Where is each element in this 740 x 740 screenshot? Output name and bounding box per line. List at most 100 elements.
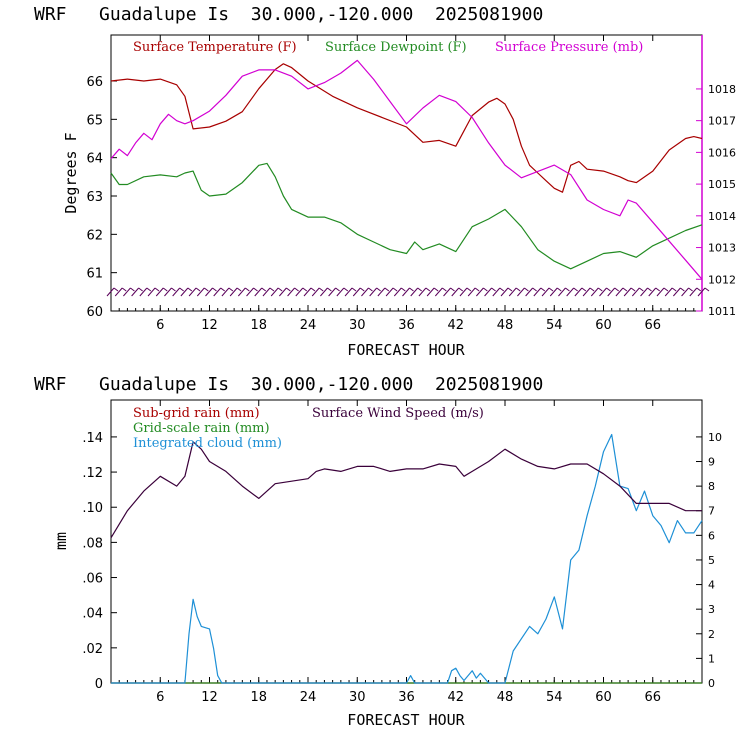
wind-barb-staff <box>221 287 230 297</box>
wind-barb-flag <box>499 287 505 292</box>
precip-panel-title: WRF Guadalupe Is 30.000,-120.000 2025081… <box>34 374 543 395</box>
wind-barb-staff <box>426 287 435 297</box>
wind-barb-staff <box>320 287 328 297</box>
wind-barb-flag <box>483 287 488 292</box>
wind-barb <box>656 287 669 297</box>
wind-barb-staff <box>377 287 386 297</box>
wind-barb-staff <box>689 287 698 297</box>
precip-y2-tick-label: 2 <box>708 628 715 641</box>
wind-barb-staff <box>106 287 115 297</box>
wind-barb <box>566 287 578 297</box>
surface-pressure-line <box>110 59 703 280</box>
wind-barb-flag <box>392 287 398 292</box>
wind-barb-flag <box>597 287 603 292</box>
wind-barb-flag <box>302 287 308 292</box>
precip-y-tick-label: .02 <box>82 642 103 657</box>
wind-barb-flag <box>162 287 168 292</box>
temperature-x-tick-label: 54 <box>546 318 563 333</box>
wind-barb <box>508 287 521 297</box>
precip-x-tick-label: 60 <box>595 690 612 705</box>
temperature-y-tick-label: 60 <box>86 305 103 320</box>
precip-series <box>110 433 703 684</box>
wind-barb-staff <box>672 287 681 297</box>
wind-barb <box>344 287 357 297</box>
precip-y2-tick-label: 6 <box>708 529 715 542</box>
wind-barb-staff <box>270 287 279 297</box>
temperature-y2-tick-label: 1016 <box>708 146 736 159</box>
temperature-y-tick-label: 66 <box>86 75 103 90</box>
wind-barb-staff <box>640 287 648 297</box>
wind-barb-flag <box>573 287 578 292</box>
wind-barb-flag <box>343 287 349 292</box>
wind-barb-flag <box>425 287 431 292</box>
wind-barb-flag <box>565 287 570 292</box>
wind-barb-flag <box>458 287 464 292</box>
wind-barb-staff <box>164 287 172 297</box>
wind-barb-staff <box>475 287 484 297</box>
wind-barb-staff <box>336 287 345 297</box>
wind-barb-staff <box>131 287 140 297</box>
temperature-y2-tick-label: 1013 <box>708 242 736 255</box>
precip-x-tick-label: 36 <box>398 690 415 705</box>
wind-barb <box>434 287 447 297</box>
temperature-x-tick-label: 6 <box>156 318 164 333</box>
precip-x-tick-label: 6 <box>156 690 164 705</box>
wind-barb <box>295 287 308 297</box>
wind-barb <box>549 287 562 297</box>
wind-barb <box>558 287 570 297</box>
wind-barb-staff <box>484 287 492 297</box>
wind-barb <box>278 287 291 297</box>
wind-barb <box>172 287 184 297</box>
precip-x-tick-label: 48 <box>497 690 514 705</box>
temperature-y-axis-label: Degrees F <box>62 132 80 213</box>
temperature-x-tick-label: 30 <box>349 318 366 333</box>
wind-barb-flag <box>384 287 390 292</box>
wind-barb <box>106 287 119 297</box>
wind-barb-staff <box>139 287 148 297</box>
temperature-y-tick-label: 65 <box>86 113 103 128</box>
wind-barb-flag <box>220 287 226 292</box>
wind-barb-flag <box>195 287 201 292</box>
wind-barb-staff <box>385 287 394 297</box>
wind-barb <box>139 287 152 297</box>
wind-barb-flag <box>450 287 455 292</box>
wind-barb <box>155 287 168 297</box>
wind-barb-flag <box>696 287 702 292</box>
wind-barb <box>328 287 340 297</box>
wind-barb-flag <box>466 287 472 292</box>
precip-y-tick-label: .04 <box>82 607 103 622</box>
wind-barb-flag <box>647 287 652 292</box>
wind-barb-flag <box>245 287 250 292</box>
wind-barb-staff <box>155 287 164 297</box>
wind-barb-flag <box>359 287 365 292</box>
wind-barb <box>615 287 628 297</box>
wind-barb <box>352 287 365 297</box>
precip-y2-tick-label: 1 <box>708 652 715 665</box>
precip-y-tick-label: .10 <box>82 501 103 516</box>
wind-barb-staff <box>582 287 591 297</box>
wind-barb-flag <box>442 287 447 292</box>
wind-barb <box>443 287 455 297</box>
wind-barb-staff <box>361 287 369 297</box>
wind-barb <box>188 287 201 297</box>
wind-barb-flag <box>187 287 193 292</box>
wind-barb-staff <box>434 287 443 297</box>
wind-barb <box>631 287 644 297</box>
wind-barb <box>607 287 620 297</box>
wind-barb <box>475 287 488 297</box>
wind-barb-flag <box>507 287 513 292</box>
wind-barb <box>287 287 299 297</box>
wind-barb-flag <box>351 287 357 292</box>
temperature-x-tick-label: 66 <box>644 318 661 333</box>
surface-wind-speed-line <box>110 441 702 539</box>
temperature-y2-tick-label: 1015 <box>708 178 736 191</box>
wind-barb <box>237 287 250 297</box>
wind-barb-staff <box>393 287 402 297</box>
wind-barb-flag <box>327 287 332 292</box>
wind-barb <box>689 287 702 297</box>
wind-barb <box>582 287 595 297</box>
wind-barb <box>246 287 258 297</box>
wind-barb-staff <box>188 287 197 297</box>
precip-panel: WRF Guadalupe Is 30.000,-120.000 2025081… <box>34 374 722 729</box>
